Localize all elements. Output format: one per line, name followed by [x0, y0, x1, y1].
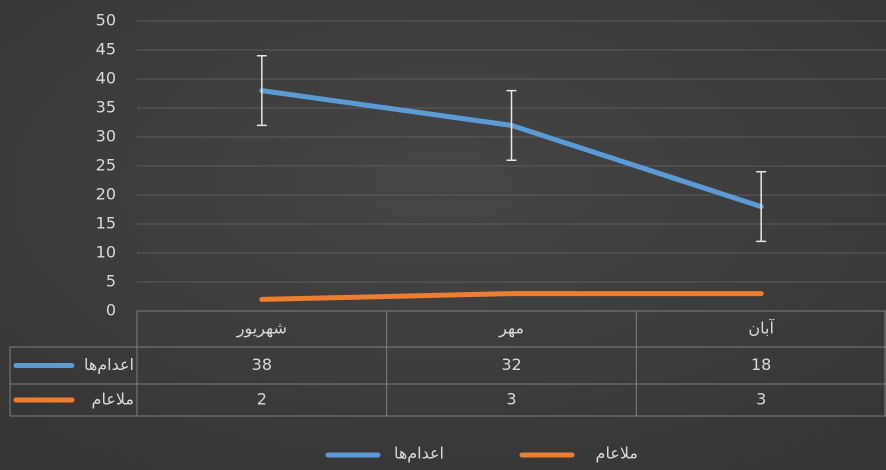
x-tick-label: مهر	[498, 319, 524, 339]
table-value: 3	[756, 390, 766, 409]
y-tick-label: 25	[96, 156, 116, 175]
y-tick-label: 15	[96, 214, 116, 233]
table-value: 3	[506, 390, 516, 409]
table-value: 18	[751, 355, 771, 374]
y-tick-label: 10	[96, 243, 116, 262]
y-tick-label: 0	[106, 301, 116, 320]
table-value: 38	[252, 355, 272, 374]
error-bar	[506, 89, 517, 161]
y-tick-label: 5	[106, 272, 116, 291]
row-label: اعدام‌ها	[84, 355, 134, 374]
table-value: 32	[501, 355, 521, 374]
error-bar	[756, 171, 767, 243]
y-tick-label: 30	[96, 127, 116, 146]
legend-label: اعدام‌ها	[394, 444, 444, 463]
error-bar	[256, 55, 267, 127]
table-value: 2	[257, 390, 267, 409]
x-tick-label: آبان	[748, 319, 775, 338]
series-line	[259, 291, 764, 302]
y-tick-label: 50	[96, 11, 116, 30]
y-tick-label: 20	[96, 185, 116, 204]
x-tick-label: شهریور	[236, 319, 287, 339]
y-tick-label: 40	[96, 69, 116, 88]
y-tick-label: 35	[96, 98, 116, 117]
y-tick-label: 45	[96, 40, 116, 59]
legend-label: ملاعام	[596, 444, 638, 463]
row-label: ملاعام	[92, 390, 134, 409]
